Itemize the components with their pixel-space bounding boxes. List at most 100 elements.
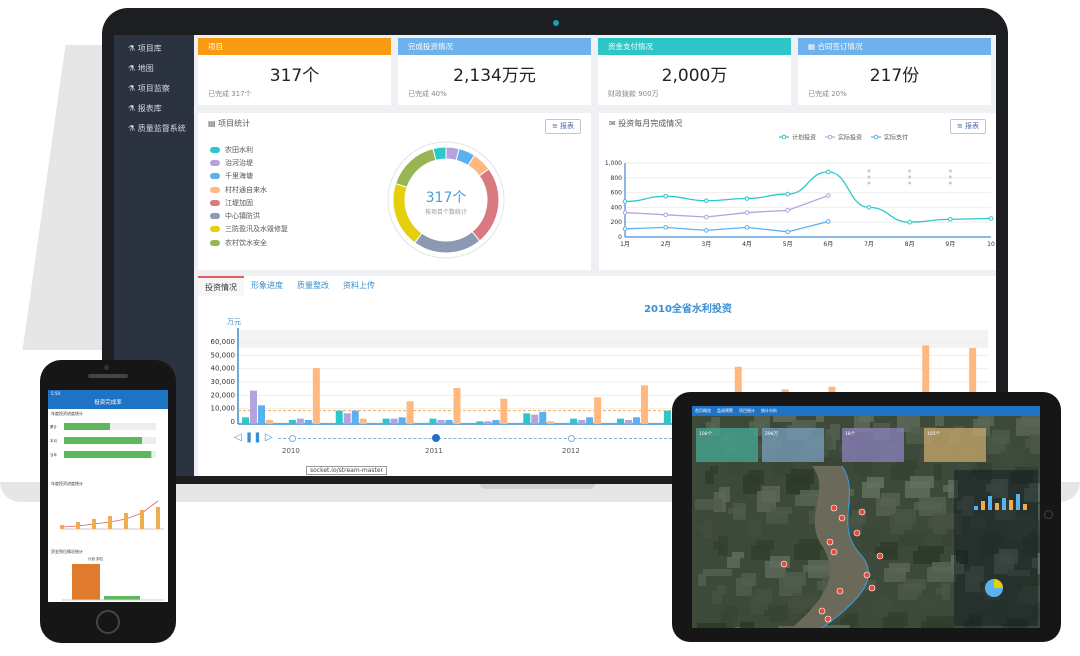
placeholder-dot xyxy=(867,175,871,179)
tab-quality[interactable]: 质量整改 xyxy=(297,281,329,290)
map-marker xyxy=(858,508,866,516)
legend-item[interactable]: 农村饮水安全 xyxy=(210,236,288,249)
map-block xyxy=(993,603,1012,612)
map-block xyxy=(999,549,1018,564)
bar-label: 当年 xyxy=(50,452,57,457)
placeholder-dot xyxy=(908,175,912,179)
data-point xyxy=(622,199,628,204)
x-tick-label: 9月 xyxy=(945,241,955,248)
map-block xyxy=(969,615,982,628)
pie-slice xyxy=(994,579,1003,588)
sidebar-item-report-library[interactable]: ⚗ 报表库 xyxy=(128,104,162,113)
map-block xyxy=(808,560,836,578)
timeline-dot-active[interactable] xyxy=(432,434,440,442)
legend-swatch xyxy=(210,213,220,220)
sidebar-item-project-inspection[interactable]: ⚗ 项目监察 xyxy=(128,84,170,93)
x-tick-label: 8月 xyxy=(905,241,915,248)
sidebar-item-label: 质量监督系统 xyxy=(137,124,186,133)
legend-item[interactable]: 千里海塘 xyxy=(210,170,288,183)
map-block xyxy=(712,590,722,604)
bar xyxy=(663,410,671,424)
legend-item[interactable]: 农田水利 xyxy=(210,143,288,156)
tab-upload[interactable]: 资料上传 xyxy=(343,281,375,290)
map-block xyxy=(881,493,900,506)
card-sub: 已完成 317个 xyxy=(208,90,252,98)
map-block xyxy=(992,430,1010,444)
x-tick-label: 10 xyxy=(987,241,995,248)
tablet-tab[interactable]: 监测预警 xyxy=(717,408,733,413)
next-icon[interactable]: ▷ xyxy=(264,432,273,443)
placeholder-dot xyxy=(948,169,952,173)
sidebar-item-map[interactable]: ⚗ 地图 xyxy=(128,64,154,73)
home-button[interactable] xyxy=(96,610,120,634)
card-sub: 已完成 40% xyxy=(408,90,447,98)
legend-label: 实际投资 xyxy=(838,134,862,142)
map-block xyxy=(762,486,780,502)
tooltip: socket.io/stream-master xyxy=(306,466,388,475)
tab-investment[interactable]: 投资情况 xyxy=(198,276,244,296)
timeline-dot[interactable] xyxy=(289,435,296,442)
tablet-tab[interactable]: 项目统计 xyxy=(739,408,755,413)
data-point xyxy=(704,214,709,220)
card-value: 317个 xyxy=(269,66,320,86)
phone-screen: 5:50 投资完成率 年度投资进度统计 累计 本月 当年 年度投资进度统计 资金到位… xyxy=(48,390,168,602)
timeline-dot[interactable] xyxy=(568,435,575,442)
x-tick-label: 3月 xyxy=(701,241,711,248)
report-button[interactable]: ≡ 报表 xyxy=(950,119,986,134)
bar-track xyxy=(142,437,156,444)
map-block xyxy=(955,599,966,618)
map-block xyxy=(933,513,962,534)
map-block xyxy=(874,596,892,608)
tablet-tab[interactable]: 首页概览 xyxy=(695,408,711,413)
contract-card: ▦ 合同签订情况 217份 已完成 20% xyxy=(798,38,991,105)
map-block xyxy=(800,490,826,496)
bar xyxy=(390,418,398,424)
tablet-home-button[interactable] xyxy=(1044,510,1053,519)
legend-item[interactable]: 中心镇防洪 xyxy=(210,209,288,222)
bar xyxy=(1009,500,1013,510)
phone-legend: 计划 到位 xyxy=(48,557,168,562)
data-point xyxy=(622,210,628,215)
donut-slice xyxy=(394,148,437,188)
map-block xyxy=(917,595,942,608)
y-tick-label: 800 xyxy=(611,175,623,182)
data-point xyxy=(826,169,831,175)
legend-label: 农田水利 xyxy=(225,145,253,154)
map-block xyxy=(711,417,720,436)
pause-icon[interactable]: ❚❚ xyxy=(244,432,262,443)
bar xyxy=(484,421,492,424)
map-block xyxy=(971,517,986,528)
series-line xyxy=(109,518,127,523)
legend-label: 江堤加固 xyxy=(225,198,253,207)
bar xyxy=(250,390,257,424)
tablet-panel-charts xyxy=(974,494,1027,597)
project-card: 项目 317个 已完成 317个 xyxy=(198,38,391,105)
sidebar-item-quality-system[interactable]: ⚗ 质量监督系统 xyxy=(128,124,186,133)
legend-item[interactable]: 江堤加固 xyxy=(210,196,288,209)
legend-item[interactable]: 治河治堤 xyxy=(210,156,288,169)
series-line xyxy=(93,521,111,525)
chart-title: 2010全省水利投资 xyxy=(644,302,732,315)
bar xyxy=(124,513,128,529)
bar xyxy=(500,398,508,424)
map-block xyxy=(697,623,726,628)
bar xyxy=(108,516,112,529)
line-chart: 计划投资 实际投资 实际支付 0 200 400 600 800 1,000 1月 2月 3月 4月 5月… xyxy=(605,134,995,249)
prev-icon[interactable]: ◁ xyxy=(234,432,242,443)
legend-item[interactable]: 三防盈汛及水毁修复 xyxy=(210,223,288,236)
donut-slice xyxy=(392,182,423,244)
y-tick-label: 40,000 xyxy=(211,365,236,373)
tab-progress[interactable]: 形象进度 xyxy=(251,281,283,290)
sidebar-item-label: 报表库 xyxy=(137,104,162,113)
sidebar-item-project-library[interactable]: ⚗ 项目库 xyxy=(128,44,162,53)
list-icon: ≡ xyxy=(956,122,966,130)
bar xyxy=(60,525,64,529)
map-block xyxy=(977,463,992,480)
legend-item[interactable]: 村村通自来水 xyxy=(210,183,288,196)
report-button[interactable]: ≡ 报表 xyxy=(545,119,581,134)
tablet-tab[interactable]: 统计分析 xyxy=(761,408,777,413)
card-title-text: 合同签订情况 xyxy=(817,42,863,51)
phone: 5:50 投资完成率 年度投资进度统计 累计 本月 当年 年度投资进度统计 资金到位… xyxy=(40,360,176,643)
